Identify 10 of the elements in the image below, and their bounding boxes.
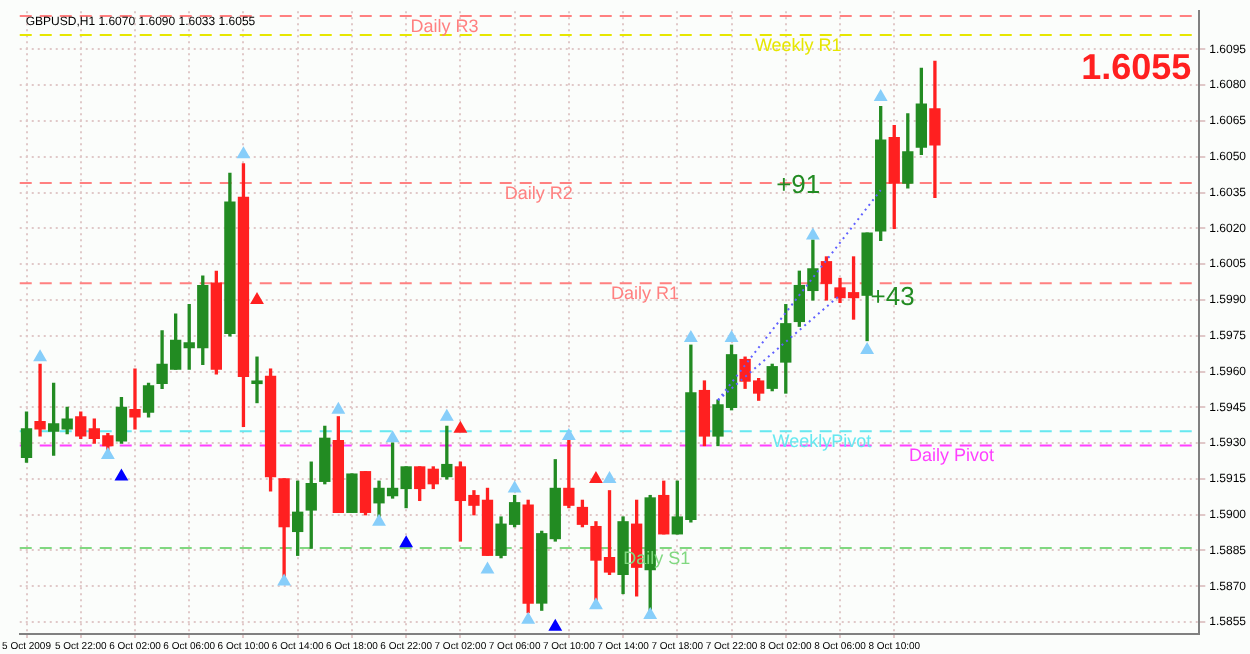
annotation: +43 (870, 280, 915, 311)
ref-line-label: WeeklyPivot (772, 431, 873, 452)
ref-line-label: Weekly R1 (754, 35, 842, 56)
annotation: 1.6055 (1081, 47, 1192, 88)
ref-line-label: Daily R1 (610, 283, 679, 304)
ref-line-label: Daily R3 (410, 15, 479, 36)
ref-line-label: Daily R2 (504, 182, 573, 203)
ref-line-label: Daily S1 (623, 548, 691, 569)
annotation: +91 (776, 168, 821, 199)
ref-line-label: Daily Pivot (909, 445, 996, 466)
